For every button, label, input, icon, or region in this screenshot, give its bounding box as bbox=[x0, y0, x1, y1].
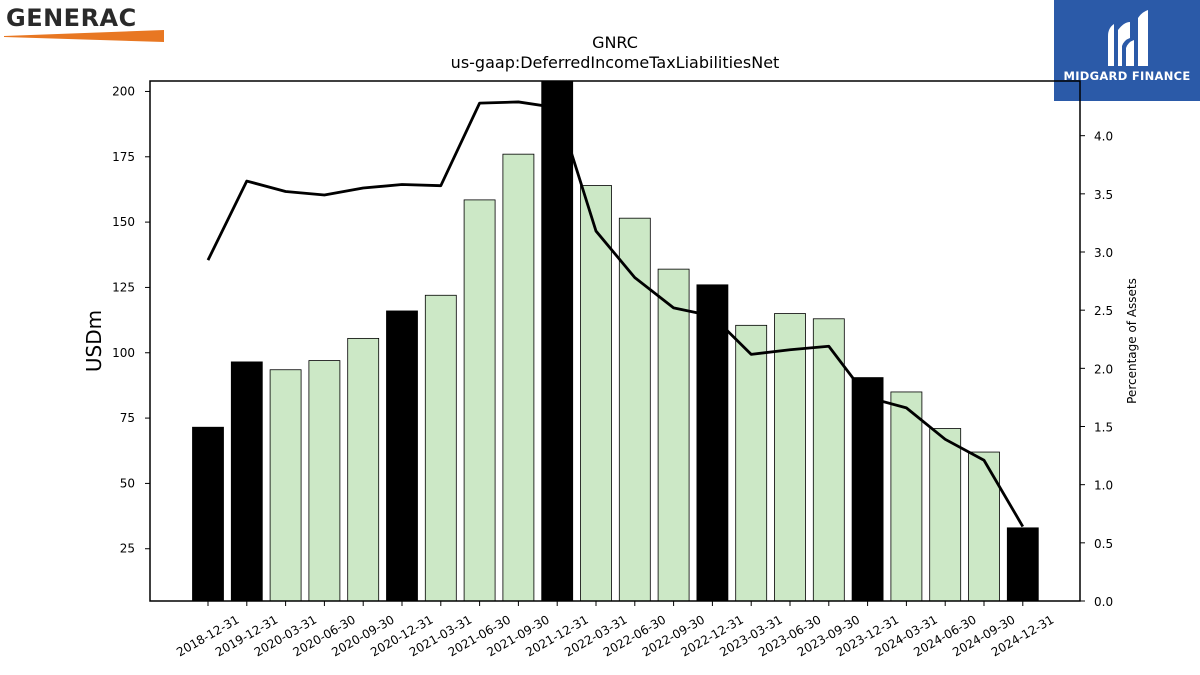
midgard-m-icon bbox=[1108, 10, 1148, 66]
y-tick-label: 75 bbox=[120, 411, 135, 425]
y-tick-label: 25 bbox=[120, 542, 135, 556]
midgard-finance-logo: MIDGARD FINANCE bbox=[1054, 0, 1200, 101]
generac-wordmark: GENERAC bbox=[6, 4, 137, 32]
y2-tick-label: 1.5 bbox=[1094, 421, 1113, 435]
bar-2020-03-31 bbox=[269, 369, 302, 602]
y-tick-label: 100 bbox=[112, 346, 135, 360]
y2-axis-label: Percentage of Assets bbox=[1125, 278, 1139, 404]
y2-tick-label: 3.5 bbox=[1094, 188, 1113, 202]
bar-2021-03-31 bbox=[424, 294, 457, 602]
y2-tick-label: 3.0 bbox=[1094, 246, 1113, 260]
y-axis-label: USDm bbox=[82, 310, 106, 372]
bar-2021-12-31 bbox=[541, 80, 574, 602]
bar-2022-03-31 bbox=[580, 185, 612, 602]
chart-title: GNRC bbox=[592, 33, 638, 52]
bar-2018-12-31 bbox=[192, 426, 224, 602]
midgard-brand-text: MIDGARD FINANCE bbox=[1063, 69, 1191, 83]
plot-frame bbox=[149, 80, 1081, 602]
bar-2021-09-30 bbox=[502, 153, 535, 602]
bar-2024-09-30 bbox=[968, 451, 1000, 602]
y-tick-label: 175 bbox=[112, 150, 135, 164]
y-tick-label: 50 bbox=[120, 476, 135, 490]
bar-2024-06-30 bbox=[929, 428, 962, 602]
y-tick-label: 200 bbox=[112, 84, 135, 98]
bar-2022-09-30 bbox=[657, 268, 690, 602]
bar-2021-06-30 bbox=[463, 199, 496, 602]
y2-tick-label: 1.0 bbox=[1094, 479, 1113, 493]
bar-2023-12-31 bbox=[851, 377, 884, 602]
bar-2020-12-31 bbox=[386, 310, 418, 602]
bar-2024-12-31 bbox=[1006, 527, 1039, 602]
y-tick-label: 150 bbox=[112, 215, 135, 229]
y2-tick-label: 0.5 bbox=[1094, 537, 1113, 551]
bar-2019-12-31 bbox=[230, 361, 263, 602]
bar-2023-06-30 bbox=[774, 313, 806, 602]
bar-2022-06-30 bbox=[618, 217, 651, 602]
y2-tick-label: 2.0 bbox=[1094, 362, 1113, 376]
pct-assets-line bbox=[206, 100, 1025, 528]
bar-2024-03-31 bbox=[890, 391, 923, 602]
generac-logo: GENERAC bbox=[4, 4, 174, 44]
y2-tick-label: 2.5 bbox=[1094, 304, 1113, 318]
y2-tick-label: 4.0 bbox=[1094, 130, 1113, 144]
bar-2023-03-31 bbox=[735, 324, 768, 602]
bars-layer bbox=[192, 80, 1039, 602]
bar-2020-06-30 bbox=[308, 360, 341, 602]
y2-tick-label: 0.0 bbox=[1094, 595, 1113, 609]
generac-swoosh-icon bbox=[4, 30, 164, 42]
line-layer bbox=[206, 100, 1025, 528]
y-tick-label: 125 bbox=[112, 280, 135, 294]
bar-2020-09-30 bbox=[347, 337, 380, 602]
bar-2022-12-31 bbox=[696, 284, 729, 602]
chart-subtitle: us-gaap:DeferredIncomeTaxLiabilitiesNet bbox=[451, 53, 780, 72]
bar-2023-09-30 bbox=[812, 318, 845, 602]
